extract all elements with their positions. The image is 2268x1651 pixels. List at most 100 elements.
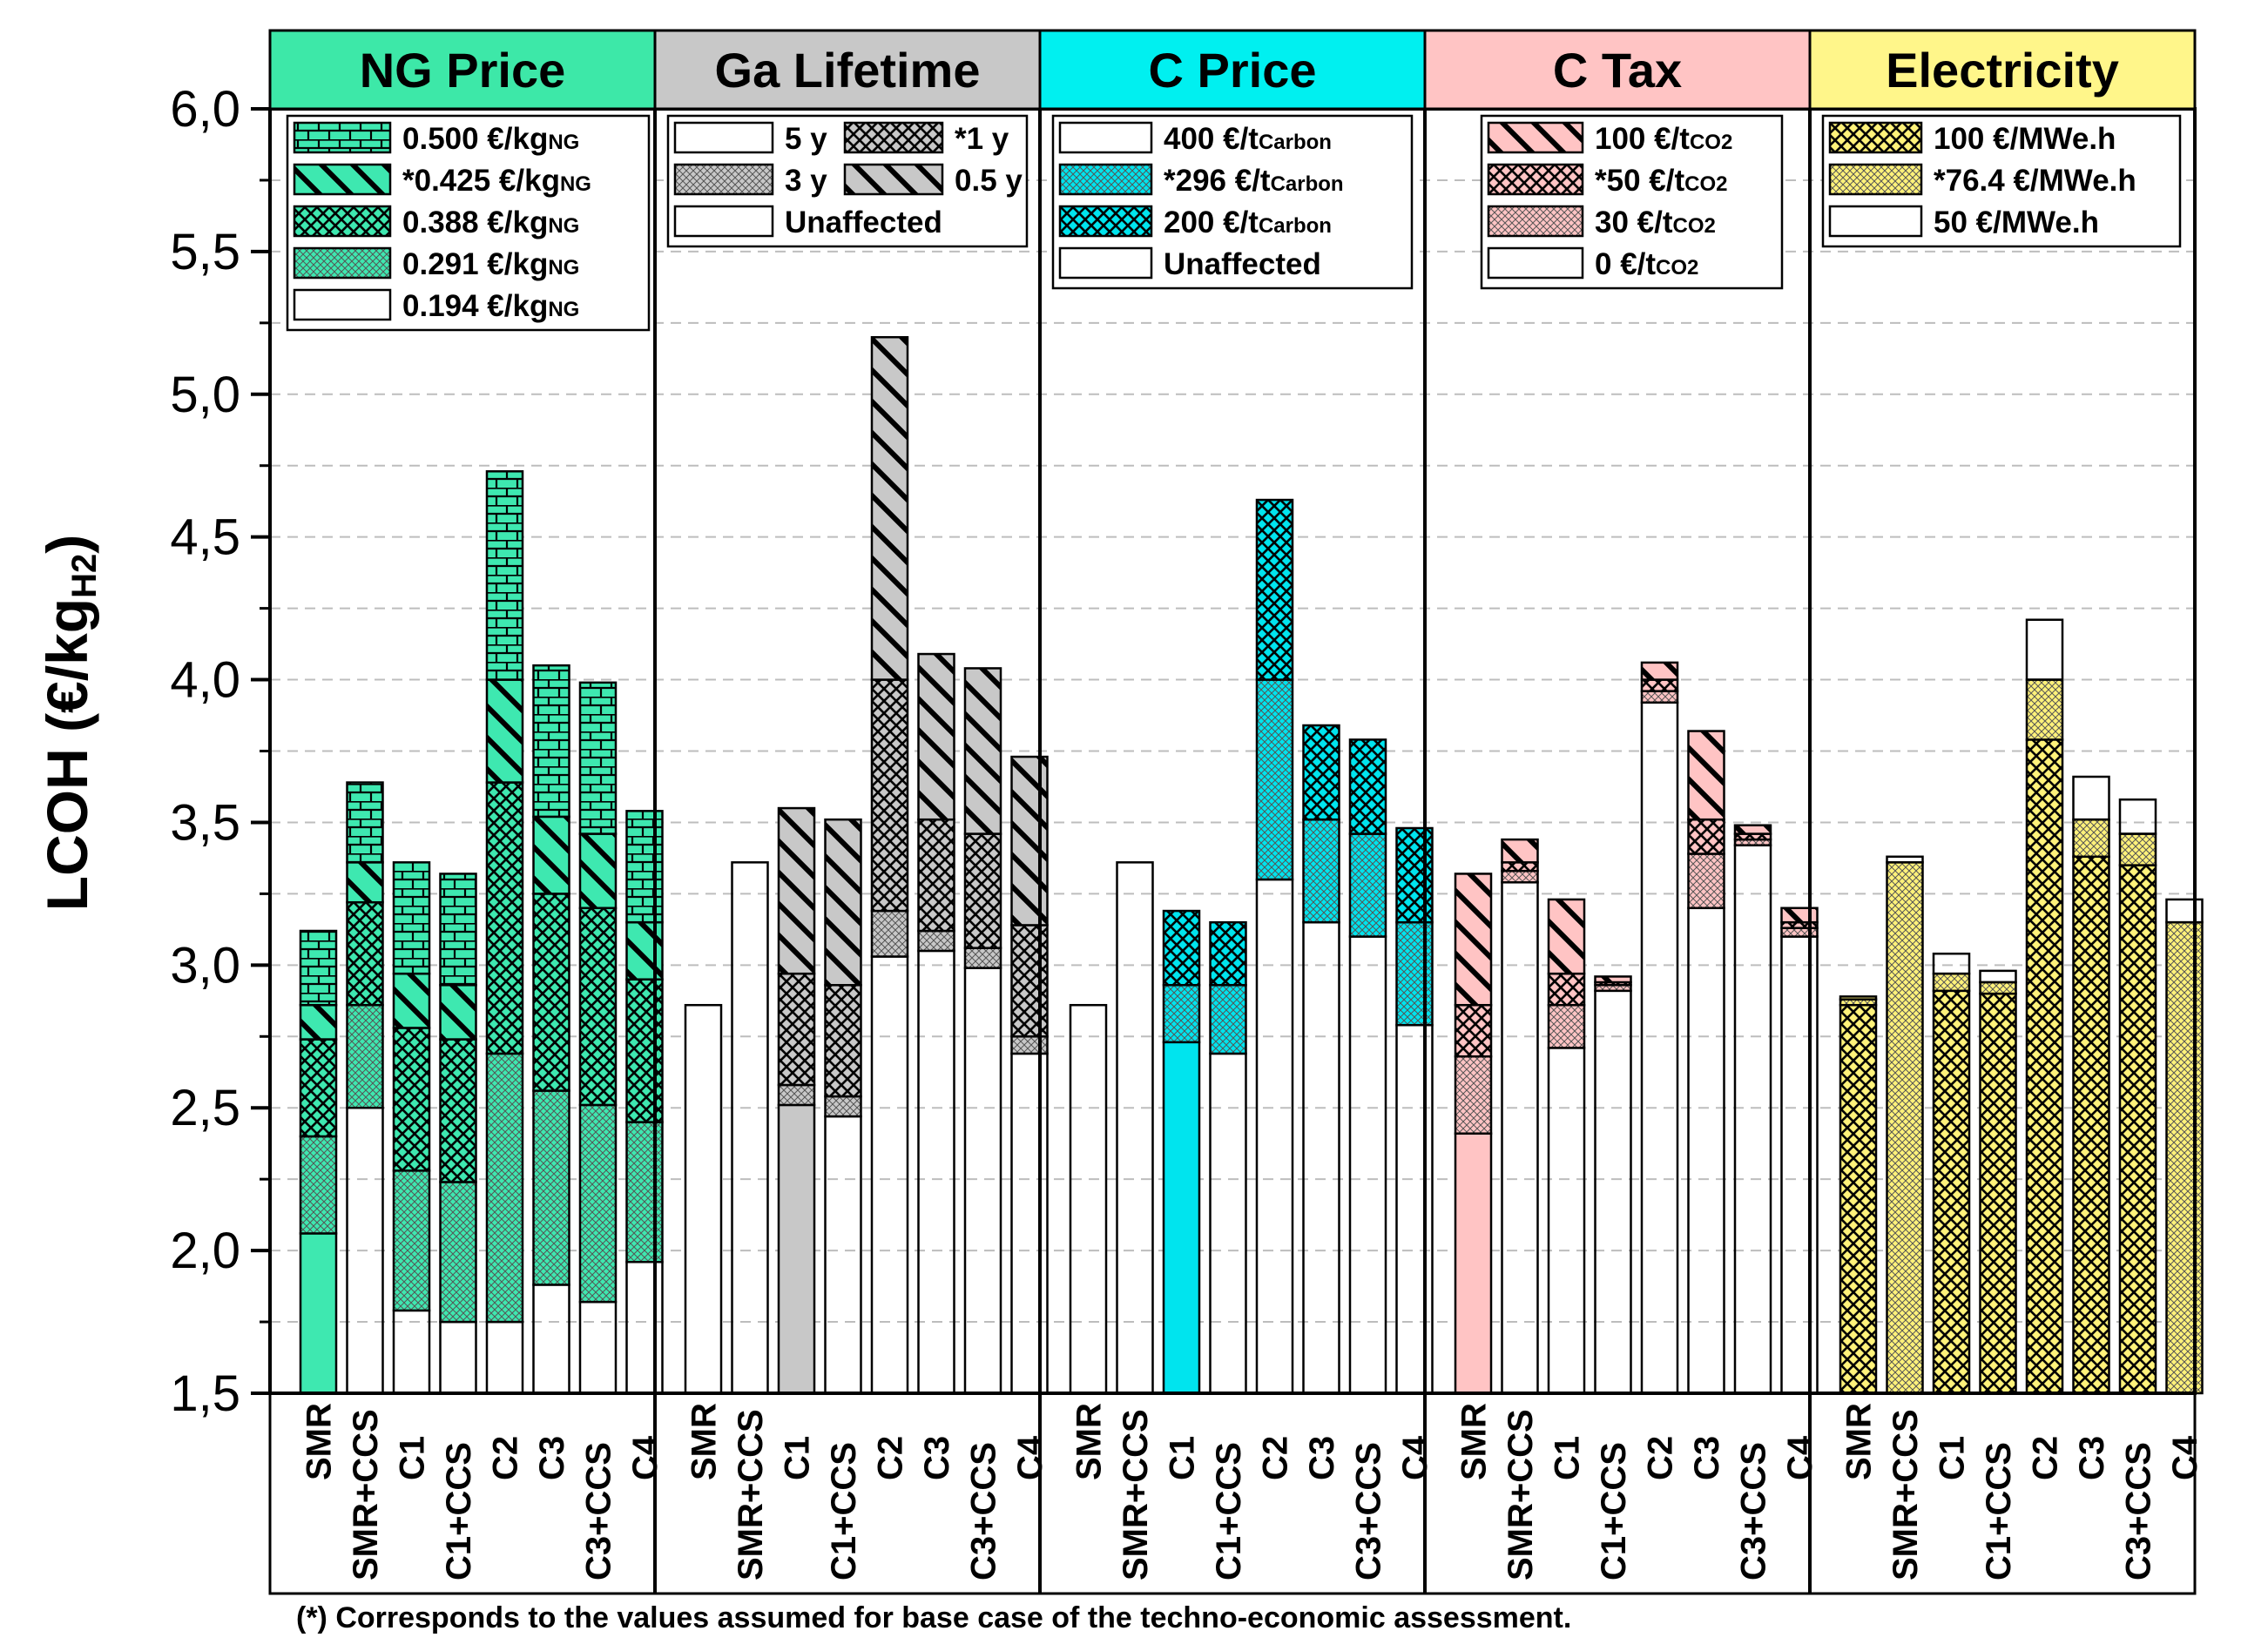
bar-segment-ng-C4 — [625, 1260, 664, 1395]
x-tick-label: C3+CCS — [580, 1442, 618, 1580]
y-tick-label: 5,0 — [170, 367, 240, 423]
x-tick-label: C4 — [1781, 1435, 1819, 1480]
bar-segment-ga-C3+CCS — [963, 832, 1002, 949]
panel-header-ng — [268, 29, 657, 111]
legend-label: Unaffected — [785, 206, 942, 239]
x-tick-label: C1+CCS — [1980, 1442, 2018, 1580]
x-tick-label: SMR+CCS — [732, 1409, 770, 1580]
legend-swatch — [1487, 205, 1584, 238]
x-tick-label: C1+CCS — [825, 1442, 863, 1580]
bar-segment-ng-C4 — [625, 810, 664, 924]
legend-box — [1051, 114, 1414, 290]
bar-segment-ga-C1 — [777, 972, 816, 1087]
legend-el: 100 €/MWe.h *76.4 €/MWe.h 50 €/MWe.h — [1821, 114, 2182, 248]
legend-label: 3 y — [785, 164, 827, 198]
x-tick-label: SMR — [300, 1403, 339, 1480]
bar-segment-ng-SMR — [299, 1003, 338, 1041]
bar-segment-ga-C4 — [1010, 924, 1049, 1038]
bar-segment-cp-C4 — [1395, 1023, 1434, 1395]
legend-swatch — [673, 163, 774, 196]
bar-segment-cp-C2 — [1255, 498, 1294, 681]
bar-segment-cp-SMR — [1069, 1003, 1108, 1395]
bar-segment-el-SMR+CCS — [1886, 861, 1924, 1395]
bar-segment-ga-C1 — [777, 806, 816, 975]
bar-segment-el-C1+CCS — [1979, 992, 2017, 1395]
legend-label: *0.425 €/kgNG — [402, 164, 591, 198]
bar-segment-ct-SMR — [1454, 1055, 1493, 1135]
bar-segment-ga-C2 — [870, 909, 909, 958]
panel-el-bars — [1839, 618, 2204, 1395]
bar-segment-el-SMR — [1839, 1003, 1878, 1395]
bar-segment-ga-C1+CCS — [824, 1095, 862, 1118]
bar-segment-cp-C2 — [1255, 878, 1294, 1395]
legend-ng: 0.500 €/kgNG *0.425 €/kgNG 0.388 €/kgNG 0.2… — [286, 114, 651, 332]
bar-segment-cp-C3+CCS — [1348, 738, 1387, 835]
legend-swatch — [293, 246, 392, 280]
bar-segment-ng-C1 — [392, 1169, 431, 1312]
y-tick-label: 3,0 — [170, 937, 240, 994]
legend-label: 30 €/tCO2 — [1595, 206, 1716, 239]
bar-segment-cp-C1+CCS — [1209, 920, 1247, 987]
bar-segment-el-SMR — [1839, 995, 1878, 1001]
x-tick-label: SMR — [1840, 1403, 1879, 1480]
bar-segment-ct-C3 — [1687, 730, 1725, 821]
bar-segment-ng-C3+CCS — [578, 1300, 618, 1395]
y-axis-label-main: LCOH (€/kg — [35, 598, 99, 911]
legend-swatch — [843, 163, 944, 196]
bar-segment-ct-C3+CCS — [1733, 844, 1772, 1395]
bar-segment-ct-SMR+CCS — [1501, 881, 1539, 1395]
x-tick-label: C2 — [487, 1436, 525, 1480]
x-label-box — [268, 1392, 2197, 1595]
bar-segment-cp-C1+CCS — [1209, 1052, 1247, 1395]
bar-segment-ga-C3+CCS — [963, 667, 1002, 835]
bar-segment-cp-C1 — [1162, 909, 1201, 987]
legend-swatch — [1487, 121, 1584, 154]
bar-segment-el-C2 — [2025, 678, 2064, 741]
x-tick-label: C3 — [533, 1436, 571, 1480]
legend-label: 0.291 €/kgNG — [402, 247, 579, 281]
bar-segment-ct-C1+CCS — [1594, 989, 1632, 1395]
bar-segment-cp-C3+CCS — [1348, 935, 1387, 1395]
legend-label: *50 €/tCO2 — [1595, 164, 1727, 198]
y-tick-label: 1,5 — [170, 1365, 240, 1422]
bar-segment-ga-C4 — [1010, 1052, 1049, 1395]
bar-segment-ng-C3 — [532, 893, 570, 1092]
bar-segment-ct-SMR — [1454, 873, 1493, 1007]
bar-segment-el-SMR+CCS — [1886, 855, 1924, 864]
y-tick-label: 2,5 — [170, 1080, 240, 1136]
x-tick-label: SMR — [685, 1403, 724, 1480]
bar-segment-ng-C4 — [625, 920, 664, 980]
x-tick-label: C3+CCS — [965, 1442, 1003, 1580]
bars — [299, 335, 2204, 1395]
y-tick-label: 5,5 — [170, 224, 240, 280]
bar-segment-cp-C1+CCS — [1209, 984, 1247, 1055]
bar-segment-ga-C4 — [1010, 1035, 1049, 1055]
y-axis-label: LCOH (€/kgH2) — [35, 535, 104, 911]
x-tick-label: C1 — [1934, 1436, 1972, 1480]
legend-swatch — [1058, 246, 1153, 280]
legend-label: *1 y — [955, 122, 1009, 156]
bar-segment-ng-C1 — [392, 1309, 431, 1395]
bar-segment-cp-C1 — [1162, 1041, 1201, 1395]
bar-segment-ct-C3 — [1687, 906, 1725, 1395]
legend-label: 200 €/tCarbon — [1164, 206, 1332, 239]
legend-ga: 5 y *1 y 3 y 0.5 y Unaffected — [666, 114, 1029, 248]
bar-segment-ct-C1 — [1547, 898, 1586, 975]
bar-segment-ng-C3+CCS — [578, 906, 618, 1107]
bar-segment-ng-SMR — [299, 929, 338, 1007]
bar-segment-ng-C2 — [485, 678, 524, 784]
x-tick-label: C4 — [1396, 1435, 1434, 1480]
x-tick-label: SMR+CCS — [347, 1409, 385, 1580]
bar-segment-el-C3+CCS — [2118, 798, 2157, 835]
x-tick-label: SMR+CCS — [1117, 1409, 1155, 1580]
legend-swatch — [293, 121, 392, 154]
x-tick-label: C3 — [918, 1436, 956, 1480]
x-tick-label: C3+CCS — [2120, 1442, 2158, 1580]
bar-segment-ng-C3 — [532, 1284, 570, 1395]
legend-swatch — [1487, 163, 1584, 196]
bar-segment-ng-SMR+CCS — [346, 781, 384, 864]
legend-label: 0 €/tCO2 — [1595, 247, 1698, 281]
legend-swatch — [1058, 121, 1153, 154]
bar-segment-ct-SMR — [1454, 1003, 1493, 1058]
